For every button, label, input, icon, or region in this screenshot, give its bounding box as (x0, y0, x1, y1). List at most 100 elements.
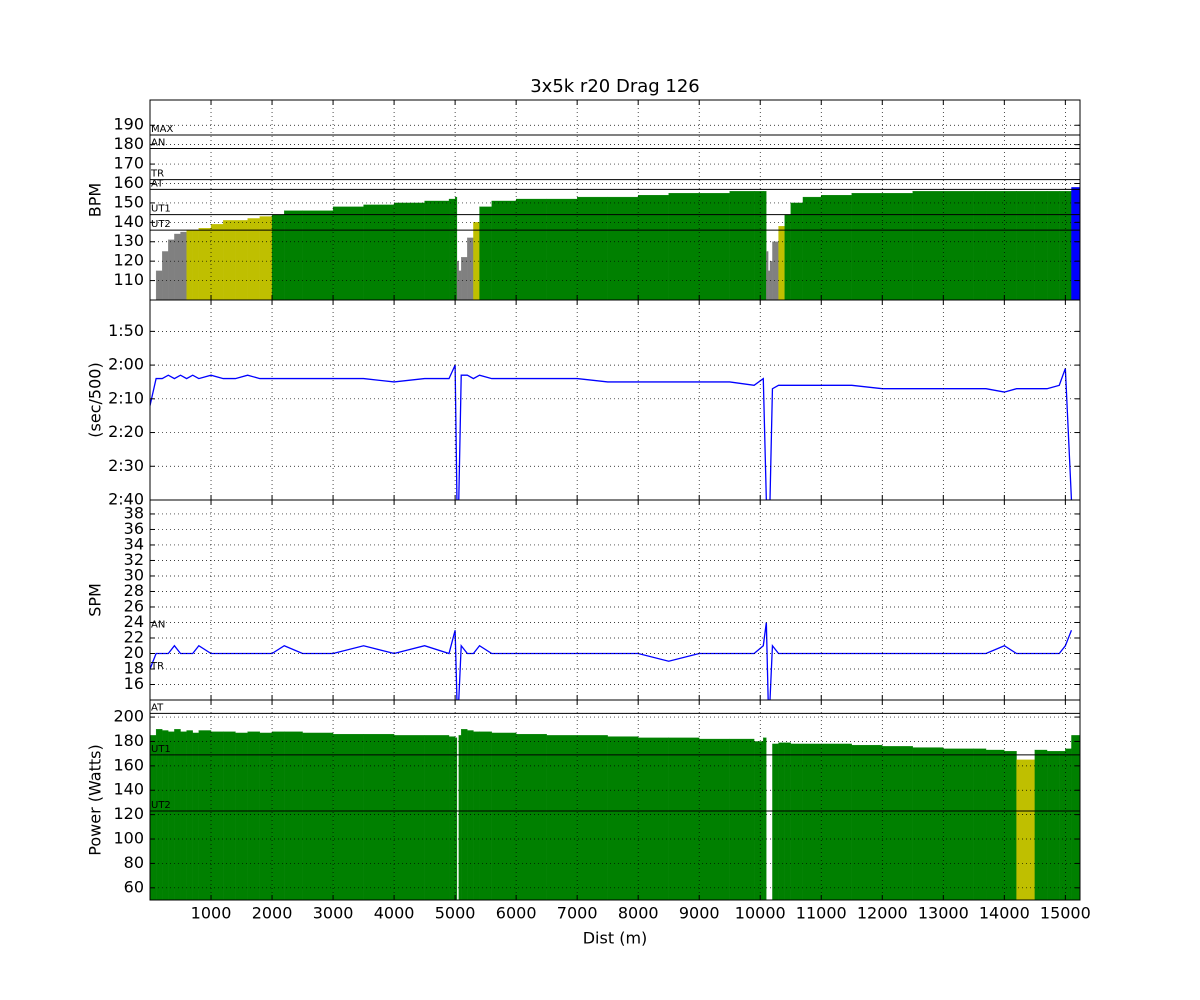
y-tick-label: 28 (124, 581, 144, 600)
y-tick-label: 100 (113, 829, 144, 848)
area-bar (259, 732, 273, 900)
y-tick-label: 36 (124, 519, 144, 538)
area-bar (821, 194, 852, 300)
zone-label: TR (150, 661, 164, 672)
y-axis-label: (sec/500) (86, 362, 105, 437)
area-bar (784, 742, 791, 900)
zone-label: UT1 (151, 204, 171, 215)
x-tick-label: 11000 (796, 904, 847, 923)
area-bar (577, 735, 608, 900)
area-bar (1071, 187, 1080, 300)
x-tick-label: 13000 (918, 904, 969, 923)
y-tick-label: 2:00 (108, 355, 144, 374)
x-tick-label: 3000 (313, 904, 354, 923)
y-tick-label: 2:20 (108, 422, 144, 441)
area-bar (1059, 751, 1066, 900)
y-tick-label: 1:50 (108, 321, 144, 340)
panel-frame (149, 499, 1081, 701)
area-bar (168, 239, 175, 300)
area-bar (882, 746, 913, 900)
area-bar (332, 733, 364, 900)
area-bar (363, 204, 395, 300)
area-bar (284, 210, 303, 300)
x-tick-label: 10000 (735, 904, 786, 923)
y-tick-label: 120 (113, 804, 144, 823)
panel (150, 300, 1080, 500)
y-tick-label: 26 (124, 596, 144, 615)
area-bar (1071, 735, 1080, 900)
y-tick-label: 170 (113, 154, 144, 173)
panel (150, 700, 1080, 900)
y-axis-label: Power (Watts) (86, 744, 105, 855)
area-bar (784, 214, 791, 300)
area-bar (638, 194, 669, 300)
area-bar (424, 200, 450, 300)
area-bar (198, 730, 212, 900)
area-bar (363, 733, 395, 900)
y-axis-label: BPM (86, 183, 105, 217)
area-bar (210, 224, 224, 300)
y-axis-label: SPM (86, 583, 105, 617)
zone-label: TR (150, 169, 164, 180)
data-line (150, 364, 1073, 500)
area-bar (607, 736, 639, 900)
y-tick-label: 2:10 (108, 388, 144, 407)
x-tick-label: 9000 (679, 904, 720, 923)
area-bar (491, 732, 517, 900)
y-tick-label: 160 (113, 173, 144, 192)
area-bar (210, 731, 224, 900)
area-bar (546, 198, 578, 300)
area-bar (763, 191, 767, 300)
area-bar (1046, 751, 1060, 900)
area-bar (271, 214, 285, 300)
y-tick-label: 30 (124, 565, 144, 584)
area-bar (973, 748, 987, 900)
panel-frame (149, 699, 1081, 901)
y-tick-label: 200 (113, 707, 144, 726)
area-bar (235, 220, 248, 300)
area-bar (821, 743, 852, 900)
area-bar (458, 270, 462, 300)
area-bar (467, 237, 474, 300)
area-bar (882, 193, 913, 300)
x-tick-label: 7000 (557, 904, 598, 923)
area-bar (912, 747, 944, 900)
area-bar (766, 251, 769, 300)
area-bar (753, 191, 764, 300)
area-bar (473, 731, 480, 900)
y-tick-label: 2:40 (108, 490, 144, 509)
area-bar (985, 749, 1005, 900)
area-bar (985, 191, 1005, 300)
area-bar (467, 730, 474, 900)
y-tick-label: 60 (124, 877, 144, 896)
y-tick-label: 24 (124, 612, 144, 631)
x-tick-label: 14000 (979, 904, 1030, 923)
area-bar (168, 731, 175, 900)
area-bar (247, 731, 260, 900)
area-bar (302, 210, 334, 300)
area-bar (1065, 748, 1072, 900)
zone-label: MAX (151, 124, 173, 135)
area-bar (235, 732, 248, 900)
area-bar (223, 731, 236, 900)
y-tick-label: 16 (124, 674, 144, 693)
x-tick-label: 12000 (857, 904, 908, 923)
area-bar (284, 731, 303, 900)
area-bar (1004, 751, 1017, 900)
area-bar (162, 730, 169, 900)
area-bar (393, 202, 425, 300)
area-bar (668, 193, 700, 300)
area-bar (150, 735, 157, 900)
x-axis-label: Dist (m) (583, 929, 648, 948)
area-bar (247, 218, 260, 300)
area-bar (778, 226, 785, 300)
y-tick-label: 34 (124, 534, 144, 553)
area-bar (448, 736, 456, 900)
x-tick-label: 6000 (496, 904, 537, 923)
area-bar (491, 200, 517, 300)
y-tick-label: 150 (113, 192, 144, 211)
y-tick-label: 180 (113, 731, 144, 750)
y-tick-label: 18 (124, 658, 144, 677)
area-bar (162, 251, 169, 300)
